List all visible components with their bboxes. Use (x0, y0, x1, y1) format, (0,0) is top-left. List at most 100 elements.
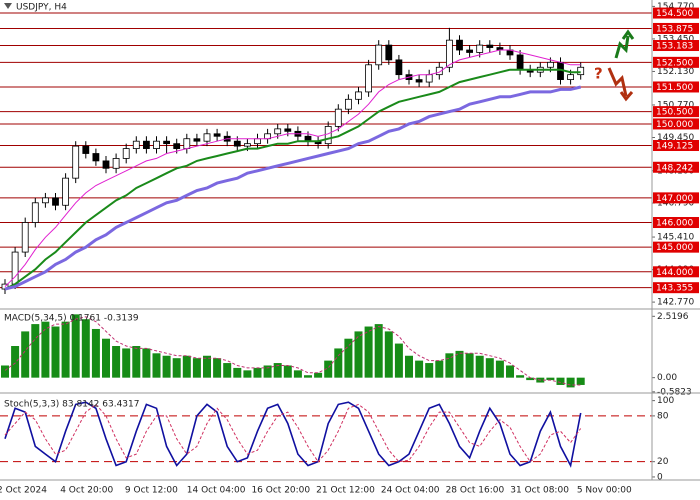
macd-bar (516, 375, 525, 378)
macd-bar (41, 321, 50, 378)
candle-body (577, 66, 585, 76)
macd-bar (223, 363, 232, 378)
macd-bar (566, 377, 575, 388)
candle-body (52, 197, 59, 206)
candle-body (233, 140, 241, 147)
candle-body (415, 79, 423, 83)
macd-bar (21, 331, 30, 378)
macd-bar (51, 326, 60, 378)
candle-body (72, 145, 80, 179)
series-line (4, 49, 581, 287)
macd-bar (213, 358, 222, 378)
candle-body (476, 44, 484, 53)
macd-bar (425, 363, 434, 378)
macd-bar (465, 353, 474, 378)
candle-body (92, 153, 100, 162)
candle-body (213, 133, 221, 137)
level-label: 145.000 (656, 243, 693, 253)
series-line (4, 316, 581, 386)
candle-body (324, 126, 332, 145)
macd-bar (192, 358, 201, 378)
candle-body (334, 108, 342, 127)
candle-body (254, 138, 261, 145)
candle-body (385, 44, 393, 61)
level-label: 144.000 (656, 268, 693, 278)
macd-bar (233, 367, 242, 378)
macd-bar (243, 370, 252, 378)
level-label: 150.000 (656, 120, 693, 130)
candle-body (486, 44, 494, 48)
macd-bar (526, 377, 535, 381)
macd-bar (102, 338, 110, 378)
macd-bar (495, 360, 504, 378)
level-label: 148.242 (656, 163, 693, 173)
x-tick-label: 2 Oct 2024 (0, 486, 47, 496)
level-label-box (653, 106, 699, 118)
level-label: 152.500 (656, 58, 693, 68)
candle-body (516, 54, 524, 71)
macd-bar (122, 348, 131, 378)
candle-body (284, 128, 292, 132)
level-label-box (653, 140, 699, 152)
level-label-box (653, 40, 699, 52)
candle-body (173, 143, 181, 149)
y-tick-label: 152.130 (657, 67, 694, 77)
y-tick-label: 146.790 (657, 199, 694, 209)
macd-bar (263, 365, 272, 378)
level-label-box (653, 81, 699, 93)
y-tick-label: 2.5196 (657, 312, 689, 322)
candle-body (456, 39, 463, 51)
y-tick-label: 142.770 (657, 298, 694, 308)
macd-bar (182, 355, 191, 378)
y-tick-label: 0 (657, 472, 663, 482)
x-tick-label: 4 Oct 20:00 (60, 486, 113, 496)
macd-bar (1, 365, 9, 378)
y-tick-label: 0.00 (657, 373, 677, 383)
macd-bar (435, 360, 444, 378)
level-label: 151.500 (656, 83, 693, 93)
level-label: 154.500 (656, 9, 693, 19)
macd-bar (344, 338, 353, 378)
macd-bar (556, 377, 565, 385)
candle-body (42, 197, 49, 204)
candle-body (567, 74, 574, 80)
macd-bar (172, 358, 181, 378)
y-tick-label: -0.5823 (657, 387, 692, 397)
x-tick-label: 24 Oct 04:00 (381, 486, 440, 496)
macd-bar (31, 324, 40, 378)
macd-bar (415, 360, 424, 378)
level-label: 153.875 (656, 24, 693, 34)
series-line (4, 85, 582, 291)
up-arrow-icon (614, 29, 635, 59)
candle-body (243, 143, 251, 147)
x-tick-label: 31 Oct 08:00 (510, 486, 569, 496)
macd-bar (273, 363, 282, 378)
x-tick-label: 14 Oct 04:00 (187, 486, 246, 496)
macd-bar (364, 326, 373, 378)
x-tick-label: 9 Oct 12:00 (125, 486, 178, 496)
candle-body (153, 140, 160, 149)
macd-bar (132, 346, 141, 378)
macd-bar (112, 346, 121, 378)
y-tick-label: 100 (657, 396, 674, 406)
macd-bar (506, 365, 514, 378)
candle-body (466, 49, 474, 53)
macd-bar (324, 360, 333, 378)
candle-body (112, 158, 120, 169)
macd-bar (71, 314, 80, 378)
macd-bar (314, 372, 323, 378)
candle-body (82, 145, 90, 154)
level-label: 143.355 (656, 284, 693, 294)
candle-body (395, 59, 403, 76)
chart-title: USDJPY, H4 (16, 3, 67, 13)
down-arrow-icon (607, 67, 634, 102)
macd-bar (475, 355, 484, 378)
x-tick-label: 5 Nov 00:00 (577, 486, 632, 496)
level-label: 146.000 (656, 219, 693, 229)
level-label-box (653, 56, 699, 68)
candle-body (122, 148, 130, 159)
level-label-box (653, 266, 699, 278)
level-label-box (653, 282, 699, 294)
